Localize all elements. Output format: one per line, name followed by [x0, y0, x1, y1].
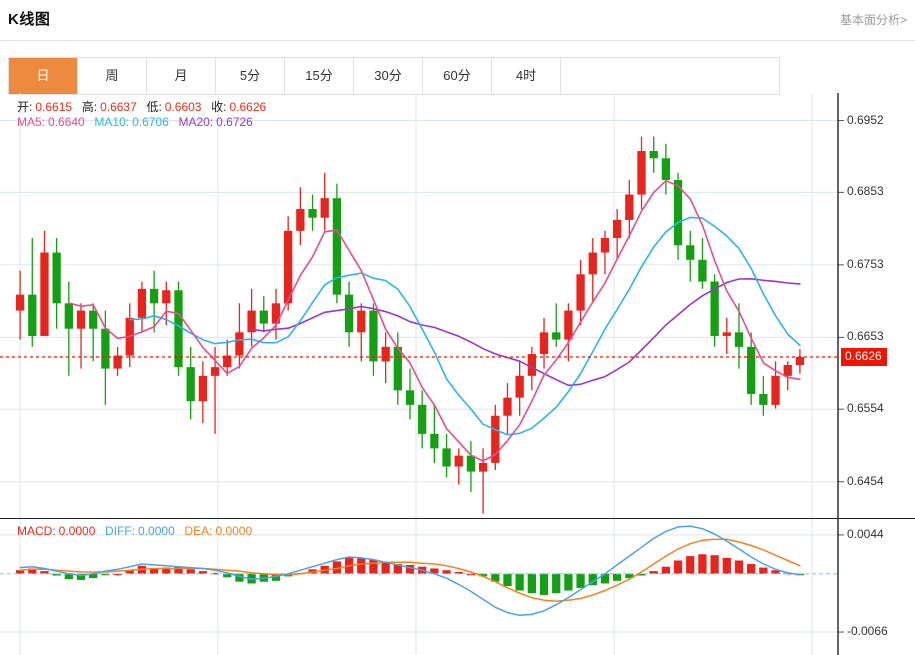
- fundamental-analysis-link[interactable]: 基本面分析>: [839, 13, 907, 27]
- price-tick-0: 0.6952: [847, 112, 884, 127]
- period-tab-4[interactable]: 15分: [285, 58, 354, 94]
- ma20-value: 0.6726: [216, 115, 253, 129]
- page-header: K线图 基本面分析>: [0, 0, 915, 40]
- period-tab-7[interactable]: 4时: [492, 58, 561, 94]
- period-tab-5[interactable]: 30分: [354, 58, 423, 94]
- macd-label: MACD:: [17, 524, 56, 538]
- price-chart-panel[interactable]: 开: 0.6615 高: 0.6637 低: 0.6603 收: 0.6626 MA5:…: [0, 93, 915, 518]
- price-tick-2: 0.6753: [847, 256, 884, 271]
- macd-chart-panel[interactable]: MACD: 0.0000 DIFF: 0.0000 DEA: 0.0000 0.004…: [0, 519, 915, 655]
- ma10-label: MA10:: [94, 115, 130, 129]
- high-value: 0.6637: [100, 100, 137, 114]
- period-tab-2[interactable]: 月: [147, 58, 216, 94]
- open-label: 开:: [17, 100, 33, 114]
- high-label: 高:: [81, 100, 98, 114]
- macd-tick-1: -0.0066: [847, 624, 888, 639]
- close-price-badge: 0.6626: [841, 347, 887, 366]
- period-tab-6[interactable]: 60分: [423, 58, 492, 94]
- ma5-value: 0.6640: [48, 115, 85, 129]
- ma20-label: MA20:: [178, 115, 214, 129]
- open-value: 0.6615: [35, 100, 73, 114]
- low-value: 0.6603: [164, 100, 202, 114]
- macd-svg: [0, 519, 844, 655]
- diff-value: 0.0000: [138, 524, 175, 538]
- macd-legend: MACD: 0.0000 DIFF: 0.0000 DEA: 0.0000: [17, 524, 255, 538]
- period-tab-0[interactable]: 日: [9, 58, 78, 94]
- page-title: K线图: [8, 11, 51, 28]
- header-divider: [0, 40, 915, 41]
- price-tick-4: 0.6554: [847, 401, 884, 416]
- ma10-value: 0.6706: [132, 115, 169, 129]
- close-label: 收:: [211, 100, 227, 114]
- panel-separator: [0, 518, 915, 520]
- price-tick-1: 0.6853: [847, 184, 884, 199]
- tab-bar-filler: [561, 58, 780, 94]
- candlestick-svg: [0, 93, 844, 518]
- price-tick-3: 0.6653: [847, 329, 884, 344]
- macd-value: 0.0000: [58, 524, 96, 538]
- period-tab-1[interactable]: 周: [78, 58, 147, 94]
- low-label: 低:: [146, 100, 162, 114]
- period-tab-bar[interactable]: 日周月 5分 15分 30分 60分 4时: [8, 57, 780, 95]
- dea-label: DEA:: [184, 524, 213, 538]
- dea-value: 0.0000: [215, 524, 253, 538]
- period-tab-3[interactable]: 5分: [216, 58, 285, 94]
- ohlc-legend: 开: 0.6615 高: 0.6637 低: 0.6603 收: 0.6626: [17, 98, 269, 115]
- ma-legend: MA5: 0.6640 MA10: 0.6706 MA20: 0.6726: [17, 115, 256, 129]
- close-value: 0.6626: [229, 100, 267, 114]
- ma5-label: MA5:: [17, 115, 46, 129]
- price-tick-5: 0.6454: [847, 473, 884, 488]
- diff-label: DIFF:: [105, 524, 136, 538]
- macd-tick-0: 0.0044: [847, 526, 884, 541]
